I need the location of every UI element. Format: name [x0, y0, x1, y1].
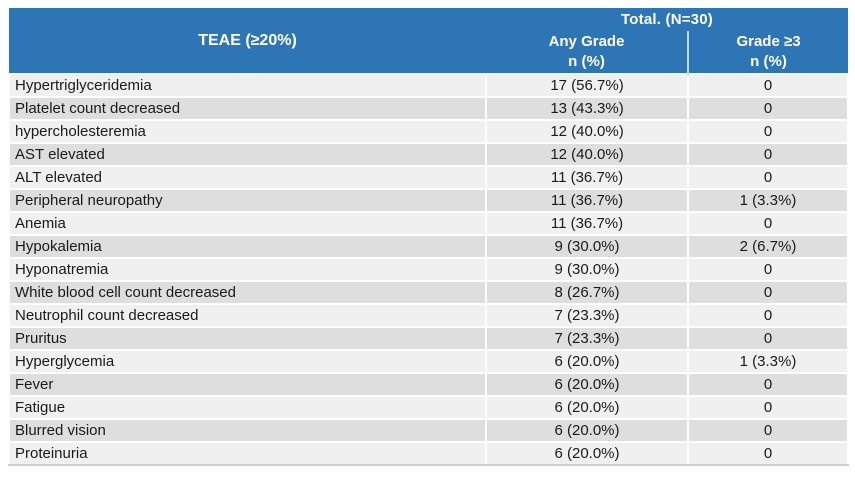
grade3-cell: 2 (6.7%) — [686, 234, 850, 259]
any-grade-unit: n (%) — [568, 53, 605, 70]
teae-name-cell: Hypertriglyceridemia — [8, 73, 487, 98]
teae-name-cell: Platelet count decreased — [8, 96, 487, 121]
table-row: Peripheral neuropathy 11 (36.7%) 1 (3.3%… — [8, 188, 850, 213]
grade3-cell: 0 — [686, 211, 850, 236]
teae-name-cell: Hyperglycemia — [8, 349, 487, 374]
grade3-unit: n (%) — [750, 53, 787, 70]
grade3-cell: 0 — [686, 303, 850, 328]
table-row: Neutrophil count decreased 7 (23.3%) 0 — [8, 303, 850, 328]
any-grade-cell: 6 (20.0%) — [485, 418, 689, 443]
any-grade-cell: 7 (23.3%) — [485, 326, 689, 351]
teae-table: TEAE (≥20%) Total. (N=30) Any Grade n (%… — [8, 8, 850, 466]
grade3-cell: 1 (3.3%) — [686, 188, 850, 213]
table-row: Blurred vision 6 (20.0%) 0 — [8, 418, 850, 443]
grade3-cell: 1 (3.3%) — [686, 349, 850, 374]
table-row: Hypertriglyceridemia 17 (56.7%) 0 — [8, 73, 850, 98]
any-grade-cell: 8 (26.7%) — [485, 280, 689, 305]
grade3-cell: 0 — [686, 257, 850, 282]
table-body: Hypertriglyceridemia 17 (56.7%) 0 Platel… — [8, 73, 850, 466]
any-grade-cell: 6 (20.0%) — [485, 349, 689, 374]
any-grade-cell: 9 (30.0%) — [485, 257, 689, 282]
table-row: White blood cell count decreased 8 (26.7… — [8, 280, 850, 305]
grade3-cell: 0 — [686, 142, 850, 167]
col-header-total: Total. (N=30) — [486, 8, 849, 31]
any-grade-cell: 11 (36.7%) — [485, 188, 689, 213]
teae-name-cell: Blurred vision — [8, 418, 487, 443]
col-header-grade3: Grade ≥3 n (%) — [686, 31, 849, 74]
teae-name-cell: Hypokalemia — [8, 234, 487, 259]
teae-name-cell: AST elevated — [8, 142, 487, 167]
teae-name-cell: Anemia — [8, 211, 487, 236]
grade3-cell: 0 — [686, 165, 850, 190]
table-row: hypercholesteremia 12 (40.0%) 0 — [8, 119, 850, 144]
teae-name-cell: Fever — [8, 372, 487, 397]
grade3-cell: 0 — [686, 119, 850, 144]
teae-name-cell: White blood cell count decreased — [8, 280, 487, 305]
grade3-cell: 0 — [686, 441, 850, 466]
col-header-teae: TEAE (≥20%) — [9, 8, 486, 74]
any-grade-label: Any Grade — [548, 33, 625, 50]
grade3-cell: 0 — [686, 73, 850, 98]
grade3-cell: 0 — [686, 418, 850, 443]
grade3-cell: 0 — [686, 326, 850, 351]
grade3-cell: 0 — [686, 372, 850, 397]
header-row-total: TEAE (≥20%) Total. (N=30) — [9, 8, 849, 74]
table-row: Platelet count decreased 13 (43.3%) 0 — [8, 96, 850, 121]
teae-name-cell: ALT elevated — [8, 165, 487, 190]
any-grade-cell: 11 (36.7%) — [485, 165, 689, 190]
grade3-cell: 0 — [686, 280, 850, 305]
any-grade-cell: 17 (56.7%) — [485, 73, 689, 98]
teae-name-cell: hypercholesteremia — [8, 119, 487, 144]
table-row: Anemia 11 (36.7%) 0 — [8, 211, 850, 236]
teae-name-cell: Neutrophil count decreased — [8, 303, 487, 328]
any-grade-cell: 11 (36.7%) — [485, 211, 689, 236]
any-grade-cell: 6 (20.0%) — [485, 441, 689, 466]
any-grade-cell: 6 (20.0%) — [485, 395, 689, 420]
table-row: Hypokalemia 9 (30.0%) 2 (6.7%) — [8, 234, 850, 259]
any-grade-cell: 12 (40.0%) — [485, 119, 689, 144]
header-row-grades: Any Grade n (%) Grade ≥3 n (%) — [9, 31, 849, 74]
table-row: Hyperglycemia 6 (20.0%) 1 (3.3%) — [8, 349, 850, 374]
table-row: AST elevated 12 (40.0%) 0 — [8, 142, 850, 167]
teae-name-cell: Pruritus — [8, 326, 487, 351]
table-row: Fatigue 6 (20.0%) 0 — [8, 395, 850, 420]
col-header-any-grade: Any Grade n (%) — [486, 31, 688, 74]
any-grade-cell: 13 (43.3%) — [485, 96, 689, 121]
teae-name-cell: Hyponatremia — [8, 257, 487, 282]
any-grade-cell: 12 (40.0%) — [485, 142, 689, 167]
teae-name-cell: Proteinuria — [8, 441, 487, 466]
table-row: Fever 6 (20.0%) 0 — [8, 372, 850, 397]
table-row: Proteinuria 6 (20.0%) 0 — [8, 441, 850, 466]
table-header: TEAE (≥20%) Total. (N=30) Any Grade n (%… — [9, 8, 849, 74]
grade3-cell: 0 — [686, 96, 850, 121]
teae-name-cell: Peripheral neuropathy — [8, 188, 487, 213]
teae-name-cell: Fatigue — [8, 395, 487, 420]
table-row: ALT elevated 11 (36.7%) 0 — [8, 165, 850, 190]
table-row: Hyponatremia 9 (30.0%) 0 — [8, 257, 850, 282]
grade3-cell: 0 — [686, 395, 850, 420]
any-grade-cell: 7 (23.3%) — [485, 303, 689, 328]
any-grade-cell: 6 (20.0%) — [485, 372, 689, 397]
grade3-label: Grade ≥3 — [736, 33, 801, 50]
any-grade-cell: 9 (30.0%) — [485, 234, 689, 259]
table-row: Pruritus 7 (23.3%) 0 — [8, 326, 850, 351]
